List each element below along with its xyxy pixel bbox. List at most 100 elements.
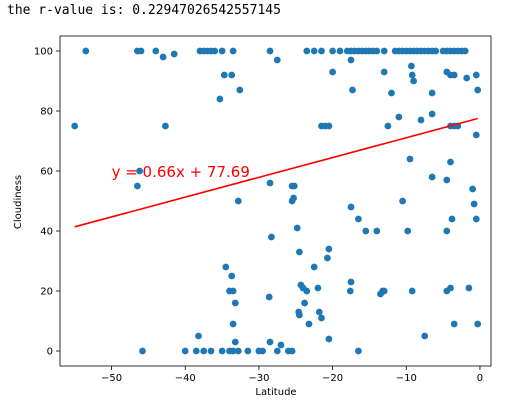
- data-point: [234, 197, 242, 205]
- data-point: [408, 71, 416, 79]
- data-point: [318, 314, 325, 322]
- data-point: [290, 194, 297, 202]
- data-point: [244, 347, 252, 355]
- x-tick-label: −50: [101, 373, 122, 384]
- data-point: [325, 335, 333, 343]
- data-point: [380, 47, 388, 55]
- data-point: [318, 47, 325, 55]
- data-point: [384, 122, 392, 130]
- data-point: [355, 347, 362, 355]
- data-point: [136, 167, 144, 175]
- data-point: [362, 227, 370, 235]
- data-point: [229, 47, 237, 55]
- y-tick-label: 40: [40, 227, 53, 238]
- data-point: [474, 86, 482, 94]
- data-point: [404, 227, 412, 235]
- y-tick-label: 0: [47, 347, 53, 358]
- data-point: [137, 47, 145, 55]
- data-point: [395, 113, 403, 121]
- data-point: [410, 77, 417, 85]
- data-point: [259, 347, 266, 355]
- data-point: [349, 86, 356, 94]
- data-point: [447, 158, 454, 166]
- y-tick-label: 60: [40, 167, 53, 178]
- data-point: [71, 122, 79, 130]
- data-point: [295, 308, 303, 316]
- ticks: −50 −40 −30 −20 −10 0 0 20 40 60 80 100: [34, 47, 483, 385]
- data-point: [315, 308, 323, 316]
- data-point: [447, 284, 454, 292]
- data-point: [428, 89, 436, 97]
- data-point: [266, 338, 274, 346]
- data-point: [408, 62, 415, 70]
- data-point: [181, 347, 189, 355]
- data-point: [432, 47, 440, 55]
- regression-line: [74, 117, 478, 228]
- data-point: [266, 179, 274, 187]
- data-point: [380, 68, 388, 76]
- x-tick-label: −10: [396, 373, 417, 384]
- data-point: [273, 347, 281, 355]
- data-point: [228, 71, 236, 79]
- data-point: [139, 347, 146, 355]
- data-point: [134, 182, 141, 190]
- data-point: [325, 122, 333, 130]
- data-point: [200, 347, 208, 355]
- data-point: [465, 284, 473, 292]
- annotation-group: y = 0.66x + 77.69: [112, 163, 250, 181]
- data-point: [325, 245, 333, 253]
- data-point: [450, 320, 458, 328]
- data-point: [399, 197, 406, 205]
- data-point: [472, 71, 480, 79]
- r-value-output: the r-value is: 0.22947026542557145: [7, 3, 281, 18]
- data-point: [428, 110, 436, 118]
- y-tick-label: 100: [34, 47, 53, 58]
- data-point: [162, 122, 169, 130]
- data-point: [229, 287, 237, 295]
- data-point: [428, 173, 436, 181]
- data-point: [234, 347, 242, 355]
- data-point: [266, 47, 274, 55]
- data-point: [461, 47, 469, 55]
- data-point: [388, 89, 395, 97]
- data-point: [207, 347, 215, 355]
- data-point: [469, 185, 476, 193]
- data-point: [228, 272, 236, 280]
- regression-equation: y = 0.66x + 77.69: [112, 163, 250, 181]
- data-point: [346, 287, 354, 295]
- data-point: [470, 200, 478, 208]
- axes: [59, 35, 492, 367]
- y-tick-label: 80: [40, 107, 53, 118]
- data-point: [229, 347, 237, 355]
- data-point: [231, 299, 239, 307]
- data-point: [336, 47, 344, 55]
- x-tick-label: 0: [477, 373, 483, 384]
- data-point: [324, 254, 331, 262]
- data-point: [421, 332, 429, 340]
- data-point: [170, 50, 178, 58]
- data-point: [373, 227, 381, 235]
- data-point: [222, 263, 230, 271]
- y-tick-label: 20: [40, 287, 53, 298]
- x-tick-label: −20: [322, 373, 343, 384]
- regression-line-group: [74, 117, 478, 228]
- data-point: [463, 74, 471, 82]
- data-point: [195, 332, 202, 340]
- data-point: [288, 347, 296, 355]
- x-tick-label: −40: [175, 373, 196, 384]
- plot-frame: [59, 35, 492, 367]
- data-point: [450, 71, 458, 79]
- data-point: [314, 284, 322, 292]
- data-point: [448, 215, 456, 223]
- data-point: [290, 182, 298, 190]
- data-point: [347, 56, 355, 64]
- data-point: [347, 278, 355, 286]
- data-point: [218, 347, 226, 355]
- data-point: [159, 53, 167, 61]
- data-point: [417, 116, 425, 124]
- data-point: [211, 47, 219, 55]
- data-point: [310, 47, 318, 55]
- data-point: [268, 233, 275, 241]
- data-point: [443, 227, 451, 235]
- data-points: [71, 47, 482, 355]
